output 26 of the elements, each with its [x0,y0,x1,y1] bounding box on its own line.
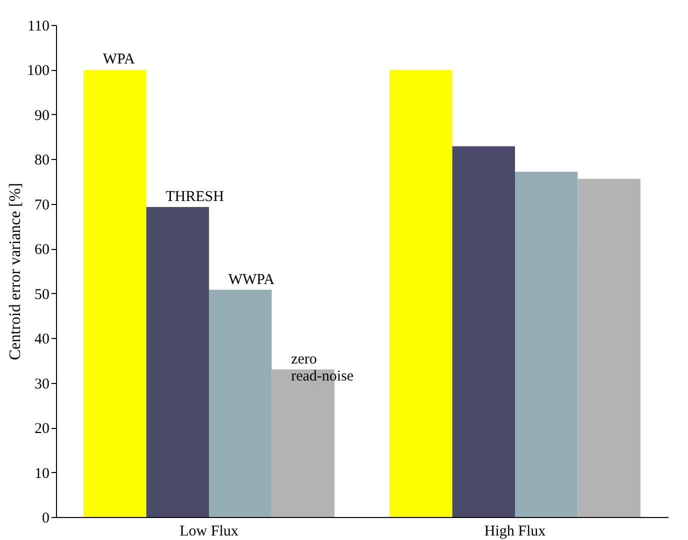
bar [390,70,452,517]
bar [209,290,272,517]
y-tick-label: 60 [34,242,50,258]
series-label: WWPA [228,272,275,288]
bar [146,207,209,517]
series-label: zero read-noise [291,351,354,384]
y-tick-label: 0 [42,510,50,526]
series-label: WPA [102,52,136,68]
y-tick-label: 50 [34,286,50,303]
y-tick-label: 70 [34,197,50,214]
bar [452,146,515,517]
y-tick-label: 110 [28,18,50,34]
y-tick-label: 90 [34,108,50,124]
y-tick-label: 80 [34,152,50,169]
bar [578,178,640,517]
x-tick-label: Low Flux [180,524,239,540]
y-tick-label: 40 [34,332,50,348]
x-tick-label: High Flux [484,524,546,540]
y-axis-title: Centroid error variance [%] [7,182,24,360]
y-tick-label: 30 [34,376,50,392]
bar [84,70,146,517]
bar [515,172,578,517]
y-tick-label: 10 [34,466,50,482]
y-tick-label: 100 [27,63,50,80]
series-label: THRESH [166,189,224,206]
y-tick-label: 20 [34,421,50,438]
